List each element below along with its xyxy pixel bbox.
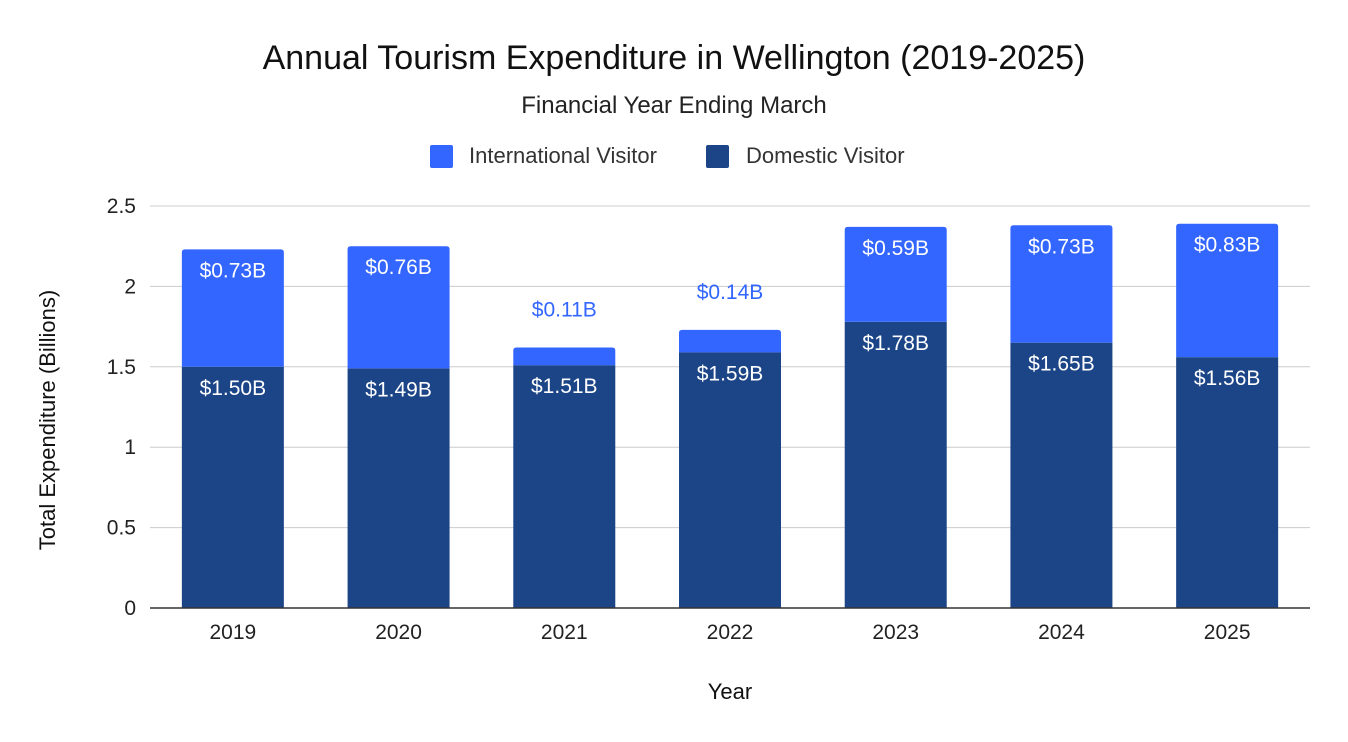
legend-label-domestic: Domestic Visitor <box>746 143 905 168</box>
bar-label-domestic-2020: $1.49B <box>365 378 432 401</box>
x-tick-label: 2024 <box>1038 621 1085 644</box>
bar-domestic-2025 <box>1176 357 1279 608</box>
y-tick-label: 1.5 <box>107 356 136 379</box>
x-tick-label: 2023 <box>872 621 919 644</box>
bar-international-2025 <box>1176 223 1279 358</box>
x-tick-label: 2020 <box>375 621 422 644</box>
bar-international-2022 <box>679 329 781 353</box>
chart-subtitle: Financial Year Ending March <box>521 92 827 119</box>
bar-labels: $1.50B $0.73B $1.49B $0.76B $1.51B $0.11B $1.5… <box>200 234 1261 402</box>
bar-label-domestic-2019: $1.50B <box>200 377 267 400</box>
legend-swatch-domestic <box>706 145 729 168</box>
x-axis-title: Year <box>708 679 752 704</box>
x-axis-ticks: 2019 2020 2021 2022 2023 2024 2025 <box>209 621 1250 644</box>
y-tick-label: 2 <box>124 275 136 298</box>
legend-swatch-international <box>430 145 453 168</box>
bar-domestic-2019 <box>181 366 284 608</box>
bar-label-domestic-2021: $1.51B <box>531 375 598 398</box>
y-tick-label: 1 <box>124 436 136 459</box>
bar-label-international-2024: $0.73B <box>1028 235 1095 258</box>
bar-label-international-2019: $0.73B <box>200 259 267 282</box>
bar-label-international-2021: $0.11B <box>532 299 597 322</box>
bar-international-2023 <box>844 226 947 322</box>
bar-international-2021 <box>513 347 616 366</box>
bar-label-international-2025: $0.83B <box>1194 234 1261 257</box>
x-tick-label: 2019 <box>209 621 256 644</box>
bar-domestic-2020 <box>347 368 450 608</box>
y-tick-label: 0.5 <box>107 517 136 540</box>
bar-domestic-2021 <box>513 365 616 608</box>
y-axis-title: Total Expenditure (Billions) <box>35 290 60 550</box>
bar-label-domestic-2023: $1.78B <box>862 332 929 355</box>
bar-domestic-2022 <box>679 352 781 608</box>
bars <box>181 223 1279 608</box>
bar-international-2019 <box>181 249 284 367</box>
bar-label-domestic-2022: $1.59B <box>697 362 764 385</box>
bar-label-domestic-2025: $1.56B <box>1194 367 1261 390</box>
bar-domestic-2024 <box>1010 342 1113 608</box>
legend-label-international: International Visitor <box>469 143 657 168</box>
bar-international-2024 <box>1010 225 1113 343</box>
x-tick-label: 2025 <box>1204 621 1251 644</box>
bar-label-international-2022: $0.14B <box>697 281 764 304</box>
y-tick-label: 2.5 <box>107 195 136 218</box>
bar-domestic-2023 <box>844 321 947 608</box>
bar-label-international-2020: $0.76B <box>365 256 432 279</box>
x-tick-label: 2022 <box>707 621 754 644</box>
chart-title: Annual Tourism Expenditure in Wellington… <box>263 39 1086 77</box>
y-axis-ticks: 0 0.5 1 1.5 2 2.5 <box>107 195 136 620</box>
y-tick-label: 0 <box>124 597 136 620</box>
bar-international-2020 <box>347 246 450 369</box>
legend: International Visitor Domestic Visitor <box>430 143 905 168</box>
bar-label-international-2023: $0.59B <box>862 237 929 260</box>
bar-label-domestic-2024: $1.65B <box>1028 353 1095 376</box>
x-tick-label: 2021 <box>541 621 588 644</box>
